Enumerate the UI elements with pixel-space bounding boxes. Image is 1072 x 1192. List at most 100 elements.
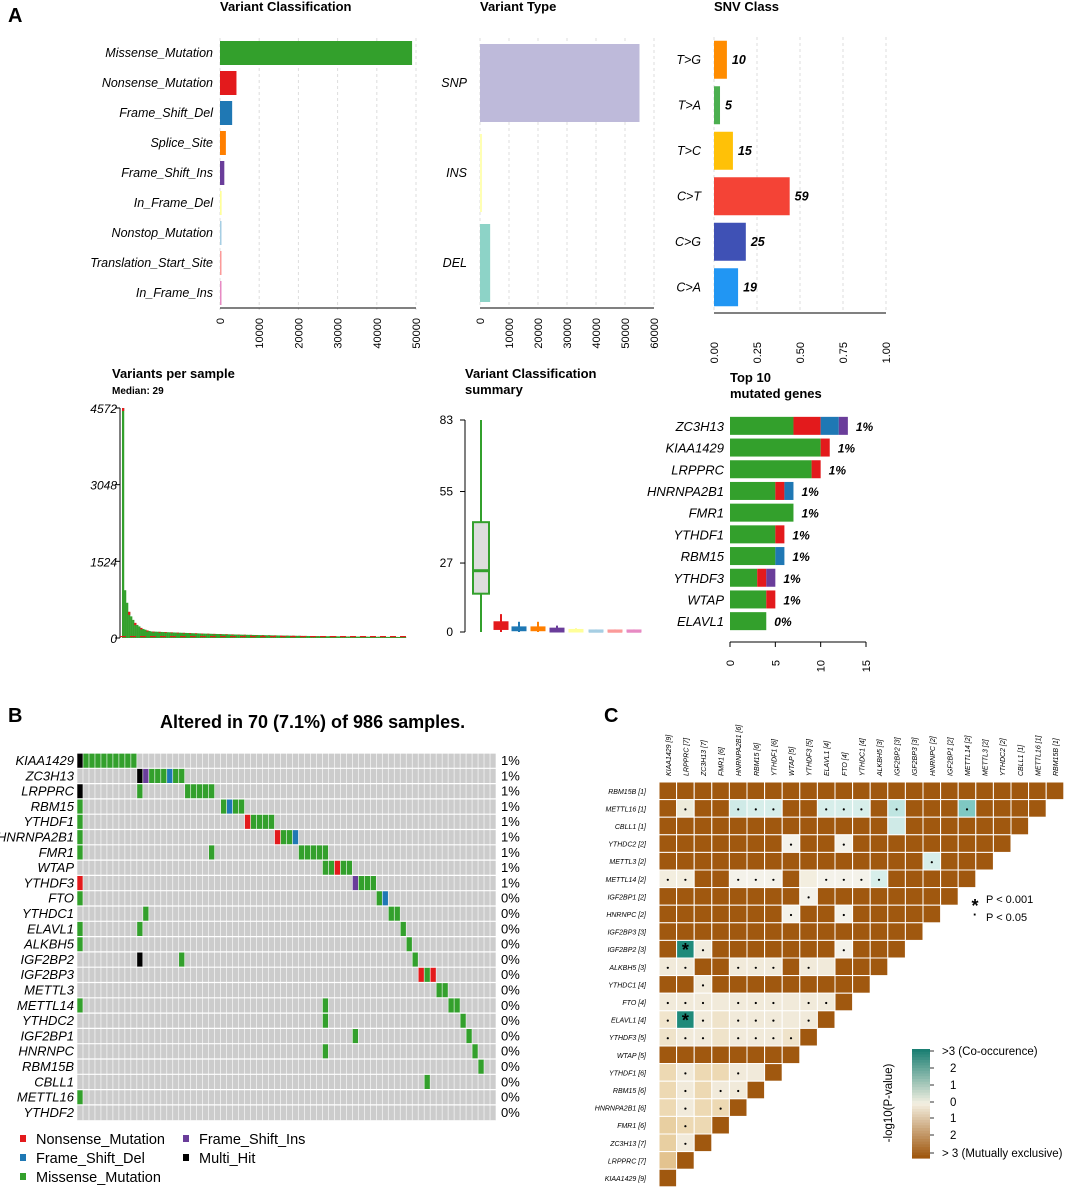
matrix-cell [728,816,748,836]
mutation-cell [77,1089,83,1105]
mutation-cell [406,936,413,952]
bar-segment [730,481,776,500]
sample-bar [355,636,358,638]
vc-title: Variant Classification [220,0,352,14]
bar-segment [730,416,794,435]
matrix-cell [922,869,942,889]
gene-label: YTHDF2 [23,1105,74,1120]
matrix-cell [992,781,1012,801]
matrix-cell [887,904,906,924]
matrix-cell [746,887,766,906]
snv-class-chart: 0.00 0.25 0.50 0.75 1.00 T>G 10 T>A 5 T>C 15 C>T 59 C… [675,37,893,363]
colorbar-step [912,1084,930,1088]
matrix-cell [834,922,854,941]
colorbar-label: 1 [950,1113,956,1125]
matrix-cell [693,781,713,801]
mutation-cell [310,844,317,861]
matrix-cell [728,781,748,801]
mutation-cell [202,783,209,799]
colorbar-label: 2 [950,1130,956,1142]
mutation-cell [178,951,185,968]
sample-bar [371,636,374,638]
matrix-cell [852,904,871,924]
matrix-cell [676,1151,695,1170]
matrix-cell [781,781,801,801]
mutation-cell [328,860,335,876]
sample-bar-nonsense [188,633,192,634]
mutation-cell [220,798,227,815]
sample-bar [184,632,188,638]
matrix-cell [676,816,695,836]
gene-label: IGF2BP2 [21,952,75,967]
bar [220,221,222,245]
matrix-cell [904,904,924,924]
sample-bar [335,636,338,638]
significance-dot [666,1037,669,1040]
row-label: RBM15 [6] [613,1088,647,1095]
mutation-cell [77,814,83,830]
tick-label: 40000 [591,318,603,349]
oncoplot-title: Altered in 70 (7.1%) of 986 samples. [160,712,465,732]
matrix-cell [887,887,906,906]
colorbar-step [912,1095,930,1099]
category-label: C>T [677,189,702,203]
mutation-cell [226,798,233,815]
matrix-cell [711,904,730,924]
colorbar-step [912,1128,930,1132]
colorbar-step [912,1100,930,1105]
top10-title: Top 10 [730,370,771,385]
tick-label: 0 [215,318,227,324]
sample-bar [401,636,405,638]
pct-label: 0% [501,1074,520,1089]
tick-label: 27 [440,556,454,570]
pct-label: 0% [501,998,520,1013]
sample-bar [142,628,145,638]
bar [714,131,733,170]
row-label: METTL3 [2] [609,859,647,866]
bar-segment [730,568,758,587]
matrix-cell [799,904,818,924]
colorbar-step [912,1125,930,1129]
legend-label: Multi_Hit [199,1151,255,1167]
bar [714,268,739,307]
matrix-cell [816,1010,836,1029]
gene-label: KIAA1429 [665,441,724,456]
sample-bar [373,636,376,638]
gene-label: FMR1 [689,506,724,521]
sample-bar [389,636,392,638]
matrix-cell [869,834,889,853]
pct-label: 0% [501,952,520,967]
tick-label: 10 [816,660,828,672]
matrix-cell [799,922,818,941]
bar-segment [793,416,821,435]
matrix-cell [658,939,678,959]
mutation-cell [472,1043,479,1059]
data-label: 19 [743,280,757,294]
matrix-cell [711,781,730,801]
tick-label: 40000 [372,318,384,349]
pct-label: 0% [501,1105,520,1120]
mutation-cell [448,997,455,1014]
bar-segment [820,438,830,457]
gene-label: HNRNPC [18,1044,74,1059]
matrix-cell [1010,781,1030,801]
colorbar-step [912,1130,930,1135]
mutation-cell [394,906,401,922]
matrix-cell [676,904,695,924]
tick-label: 50000 [411,318,423,349]
mutation-cell [316,844,323,861]
mutation-cell [232,798,239,815]
matrix-cell [852,939,871,959]
colorbar-step [912,1057,930,1061]
significance-dot [684,1089,687,1093]
sample-bar [140,627,143,638]
col-label: ALKBH5 [3] [877,738,884,777]
significance-dot [825,808,828,811]
bar [220,281,222,305]
mutation-cell [352,875,359,891]
colorbar-label: 1 [950,1080,956,1092]
matrix-cell [693,1115,713,1135]
pct-label: 1% [783,572,801,586]
tick-label: 20000 [533,318,545,349]
matrix-cell [1028,799,1047,818]
